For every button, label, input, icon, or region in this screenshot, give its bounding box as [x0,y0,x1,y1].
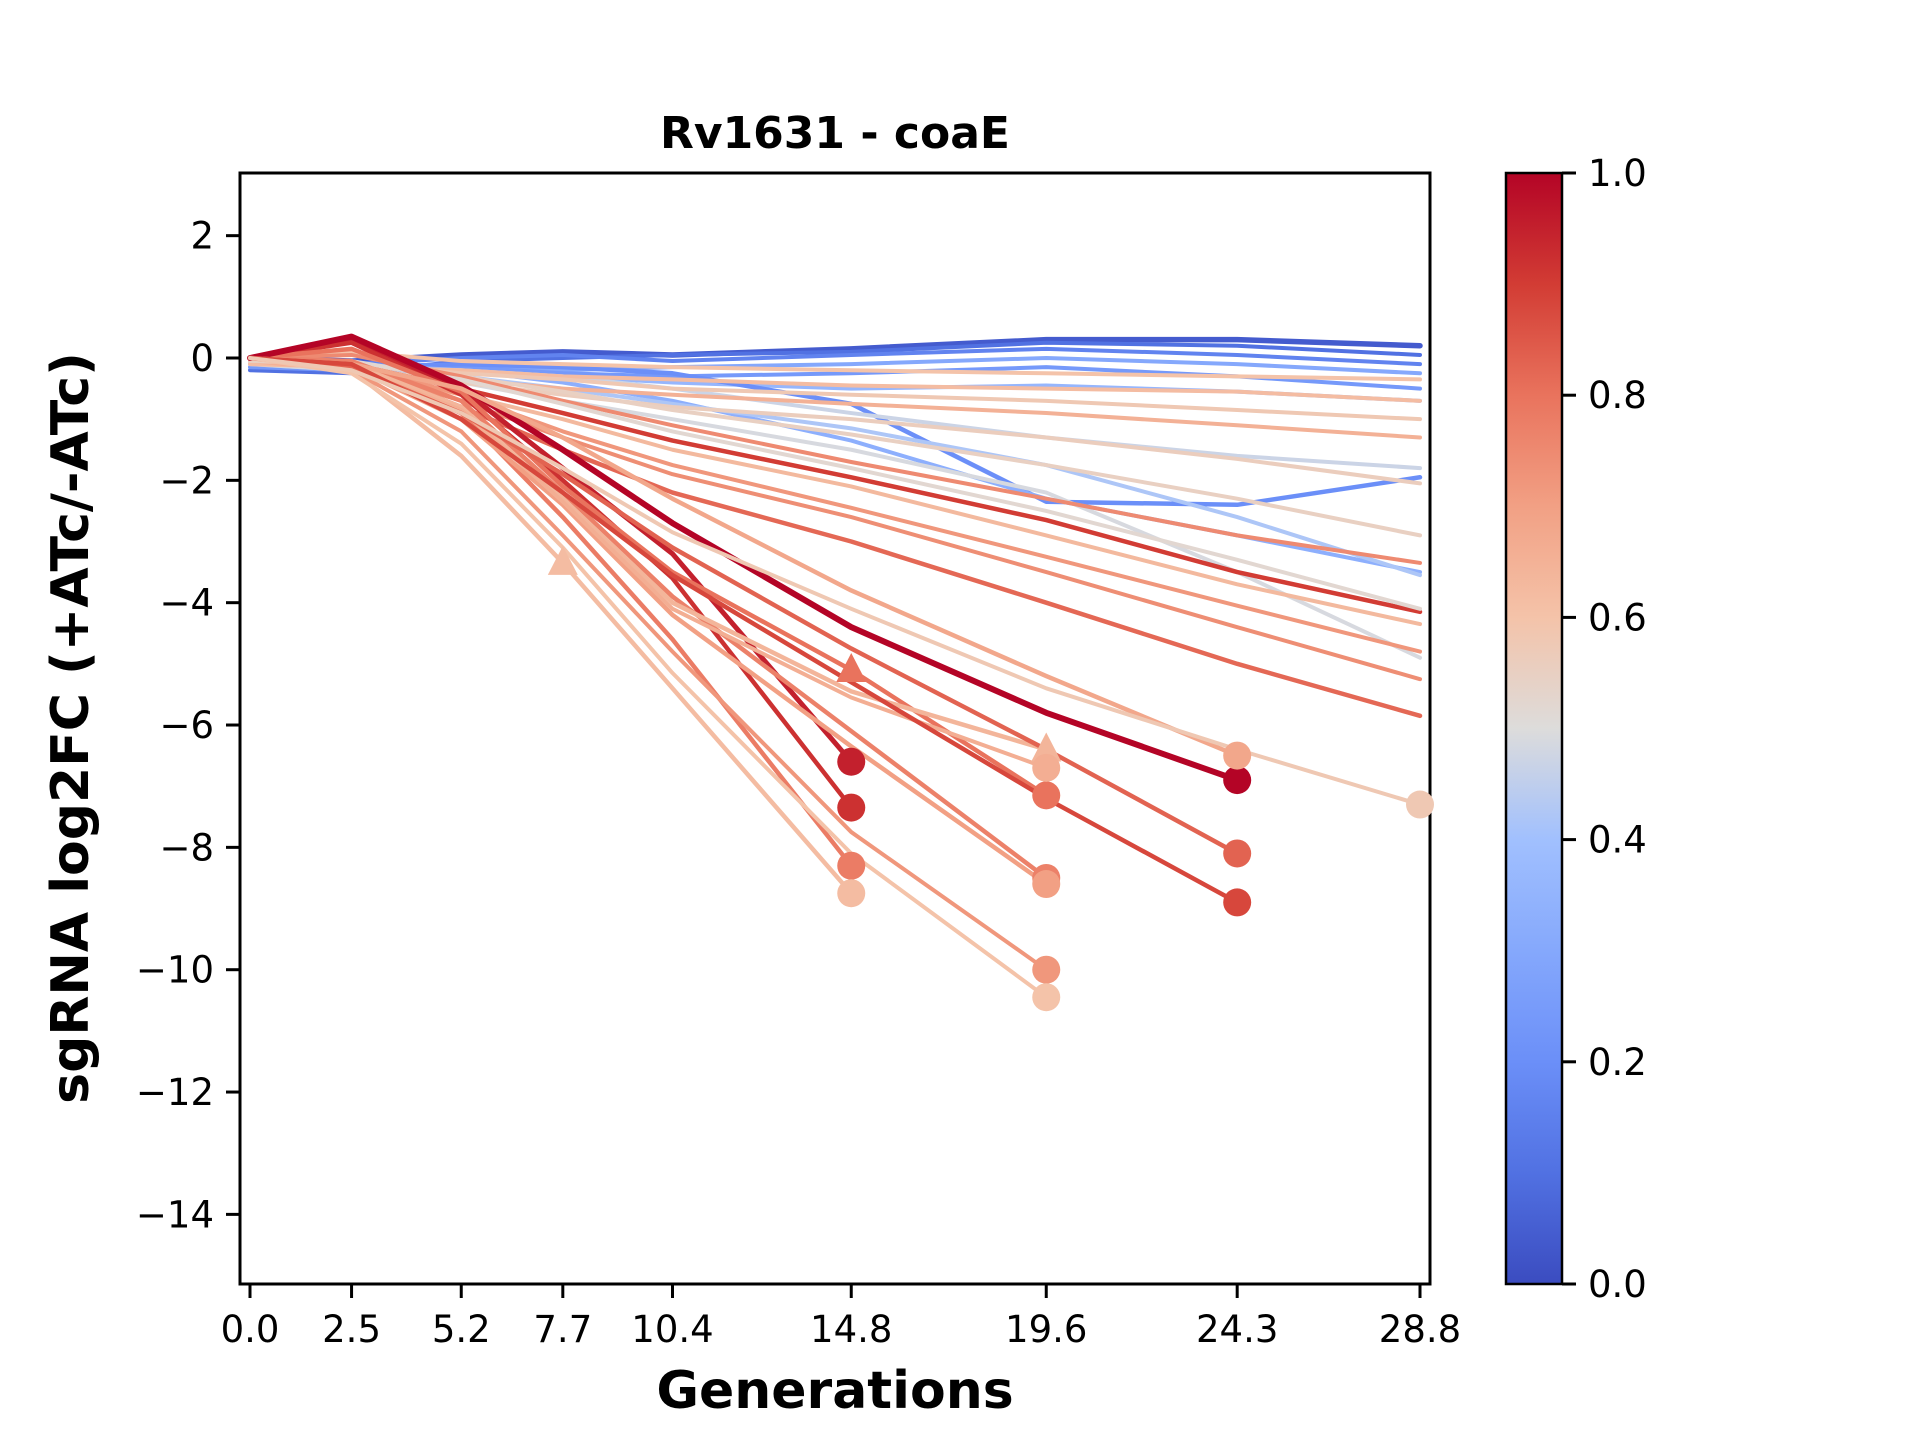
series-markers [547,545,1434,1012]
colorbar-tick-label: 0.8 [1588,374,1647,417]
colorbar: 0.0 0.2 0.4 0.6 0.8 1.0 [1504,152,1647,1306]
circle-marker [1223,766,1252,795]
circle-marker [1223,741,1252,770]
y-tick-label: 2 [190,215,214,258]
circle-marker [1032,983,1061,1012]
x-axis-label: Generations [656,1361,1013,1421]
circle-marker [837,747,866,776]
x-tick-label: 28.8 [1379,1308,1461,1351]
circle-marker [1032,781,1061,810]
x-tick-label: 24.3 [1196,1308,1278,1351]
x-tick-label: 2.5 [322,1308,381,1351]
x-tick-label: 5.2 [432,1308,491,1351]
y-tick-label: −8 [159,826,214,869]
circle-marker [837,851,866,880]
y-tick-label: 0 [190,337,214,380]
x-axis-ticks: 0.0 2.5 5.2 7.7 10.4 14.8 19.6 24.3 28.8 [221,1284,1461,1351]
y-tick-label: −10 [136,949,214,992]
x-tick-label: 0.0 [221,1308,280,1351]
y-tick-label: −12 [136,1071,214,1114]
chart-title: Rv1631 - coaE [660,108,1010,159]
colorbar-tick-label: 0.0 [1588,1263,1647,1306]
y-tick-label: −2 [159,459,214,502]
colorbar-tick-label: 0.2 [1588,1041,1647,1084]
circle-marker [1406,790,1434,819]
circle-marker [837,879,866,908]
sgrna-line [247,355,1240,905]
circle-marker [1032,955,1061,984]
x-tick-label: 7.7 [533,1308,592,1351]
y-tick-label: −6 [159,704,214,747]
y-tick-label: −14 [136,1193,214,1236]
x-tick-label: 10.4 [631,1308,713,1351]
triangle-marker [836,652,867,682]
circle-marker [1223,888,1252,917]
plot-area [238,171,1432,1286]
y-axis-ticks: 2 0 −2 −4 −6 −8 −10 −12 −14 [136,215,240,1236]
x-tick-label: 14.8 [810,1308,892,1351]
y-axis-label: sgRNA log2FC (+ATc/-ATc) [41,352,101,1104]
series-lines [247,333,1423,1000]
x-tick-label: 19.6 [1005,1308,1087,1351]
sgrna-line [248,356,1422,807]
circle-marker [1223,839,1252,868]
sgrna-line [247,355,1049,887]
sgrna-line [247,355,1240,758]
colorbar-gradient [1504,171,1564,1286]
colorbar-tick-label: 0.6 [1588,596,1647,639]
triangle-marker [547,545,578,575]
sgrna-line [248,362,1422,660]
sgrna-line [247,333,1241,784]
sgrna-line [248,356,1422,611]
colorbar-tick-label: 1.0 [1588,152,1647,195]
circle-marker [837,793,866,822]
y-tick-label: −4 [159,582,214,625]
circle-marker [1032,870,1061,899]
sgrna-line [248,356,1049,1000]
colorbar-tick-label: 0.4 [1588,819,1647,862]
circle-marker [1032,753,1061,782]
triangle-marker [1031,732,1062,762]
